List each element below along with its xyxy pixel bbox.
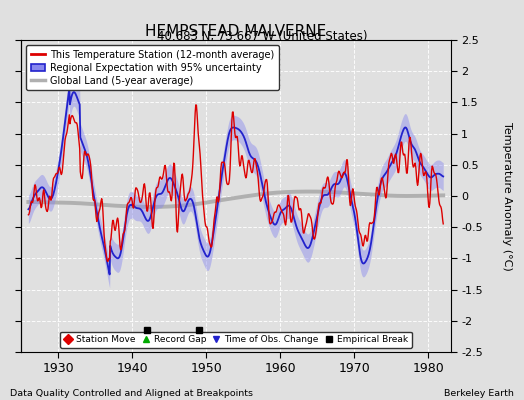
Text: Data Quality Controlled and Aligned at Breakpoints: Data Quality Controlled and Aligned at B… [10, 389, 254, 398]
Text: Berkeley Earth: Berkeley Earth [444, 389, 514, 398]
Y-axis label: Temperature Anomaly (°C): Temperature Anomaly (°C) [502, 122, 512, 270]
Title: HEMPSTEAD MALVERNE: HEMPSTEAD MALVERNE [145, 24, 326, 39]
Legend: Station Move, Record Gap, Time of Obs. Change, Empirical Break: Station Move, Record Gap, Time of Obs. C… [60, 332, 411, 348]
Text: 40.683 N, 73.667 W (United States): 40.683 N, 73.667 W (United States) [157, 30, 367, 43]
